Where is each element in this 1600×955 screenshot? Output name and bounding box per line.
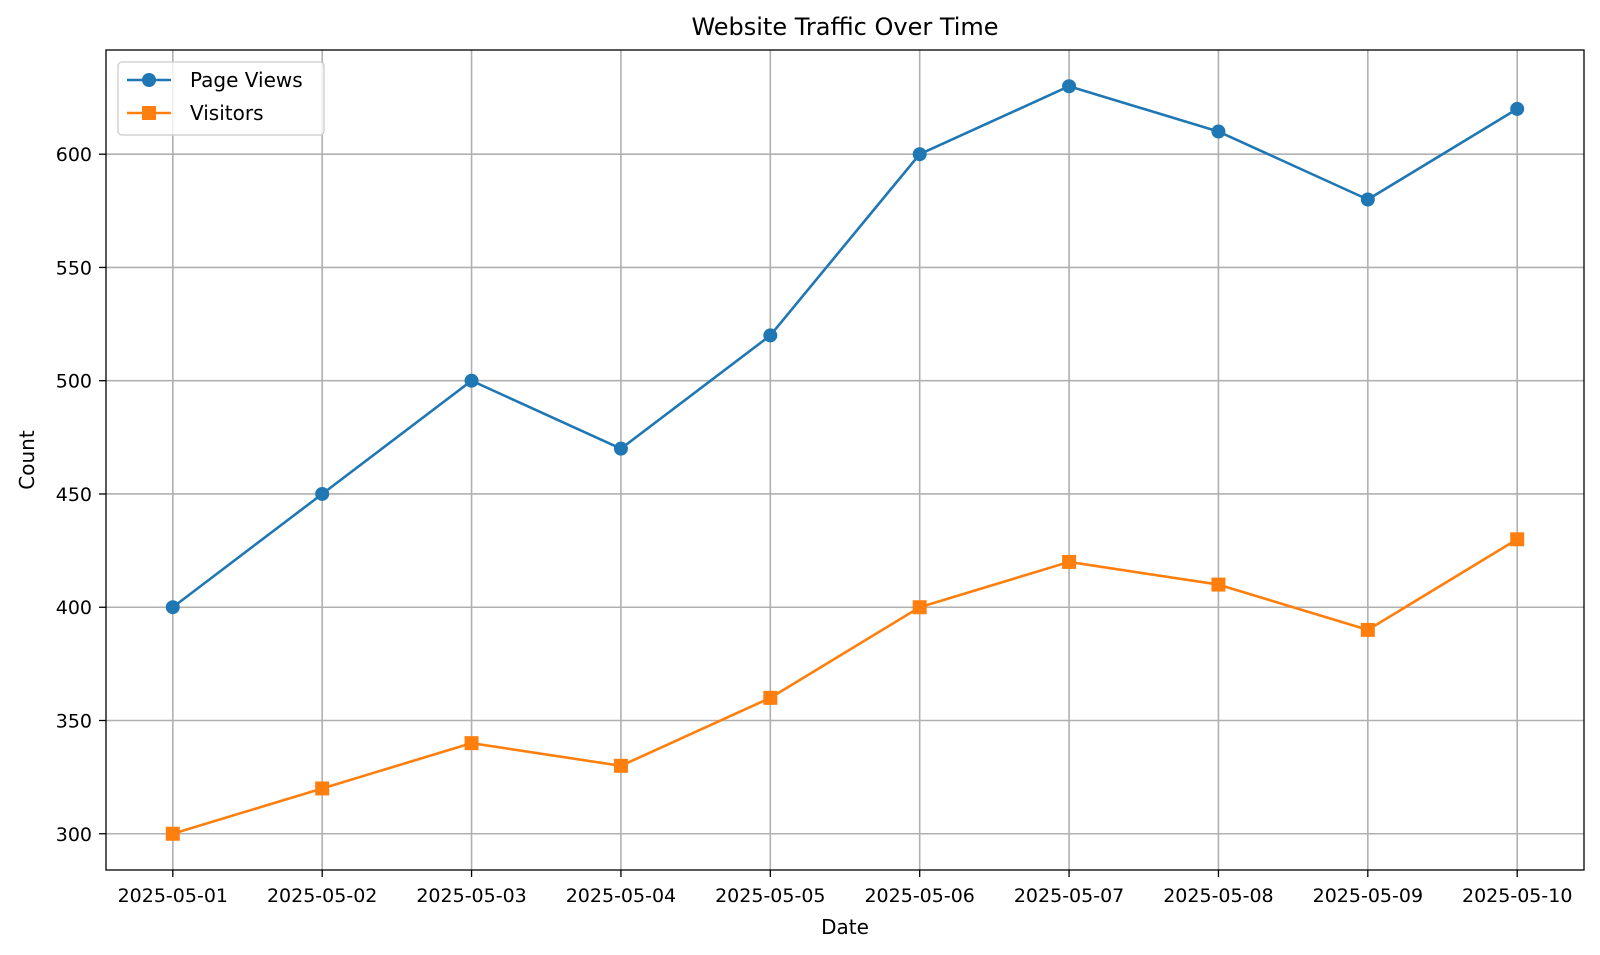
- data-point: [315, 486, 330, 501]
- data-point: [1510, 101, 1525, 116]
- series-line: [172, 538, 1518, 836]
- x-tick-label: 2025-05-02: [267, 885, 377, 907]
- y-tick-label: 400: [56, 597, 92, 619]
- x-axis-label: Date: [821, 915, 869, 939]
- data-point: [613, 441, 628, 456]
- series-layer: [165, 79, 1525, 841]
- data-point: [464, 373, 479, 388]
- data-point: [1211, 124, 1226, 139]
- y-tick-label: 300: [56, 824, 92, 846]
- data-point: [1211, 577, 1226, 592]
- data-point: [1360, 622, 1375, 637]
- data-point: [763, 690, 778, 705]
- series-visitors: [165, 532, 1525, 841]
- y-axis-label: Count: [15, 430, 39, 490]
- x-tick-label: 2025-05-06: [864, 885, 974, 907]
- x-tick-label: 2025-05-10: [1462, 885, 1572, 907]
- legend-entry: Page Views: [127, 68, 303, 92]
- y-tick-label: 500: [56, 371, 92, 393]
- data-point: [912, 600, 927, 615]
- x-tick-label: 2025-05-03: [416, 885, 526, 907]
- x-tick-label: 2025-05-01: [118, 885, 228, 907]
- x-tick-label: 2025-05-08: [1163, 885, 1273, 907]
- ticks: 2025-05-01 2025-05-02 2025-05-03 2025-05-04…: [56, 144, 1573, 907]
- chart-title: Website Traffic Over Time: [691, 13, 998, 41]
- data-point: [763, 328, 778, 343]
- y-tick-label: 600: [56, 144, 92, 166]
- y-tick-label: 450: [56, 484, 92, 506]
- data-point: [613, 758, 628, 773]
- data-point: [1360, 192, 1375, 207]
- data-point: [1062, 79, 1077, 94]
- data-point: [165, 826, 180, 841]
- legend-marker: [142, 106, 156, 120]
- y-tick-label: 550: [56, 257, 92, 279]
- x-tick-label: 2025-05-05: [715, 885, 825, 907]
- legend-label: Page Views: [190, 68, 303, 92]
- legend-marker: [142, 73, 156, 87]
- x-tick-label: 2025-05-09: [1313, 885, 1423, 907]
- data-point: [464, 736, 479, 751]
- legend-entry: Visitors: [127, 101, 264, 125]
- series-line: [172, 84, 1518, 609]
- legend-label: Visitors: [190, 101, 264, 125]
- grid: [106, 50, 1584, 870]
- legend: Page Views Visitors: [117, 61, 325, 136]
- data-point: [1510, 532, 1525, 547]
- data-point: [912, 147, 927, 162]
- y-tick-label: 350: [56, 710, 92, 732]
- data-point: [165, 600, 180, 615]
- x-tick-label: 2025-05-07: [1014, 885, 1124, 907]
- plot-frame: [105, 49, 1585, 871]
- data-point: [1062, 554, 1077, 569]
- series-page-views: [165, 79, 1525, 615]
- x-tick-label: 2025-05-04: [566, 885, 676, 907]
- data-point: [315, 781, 330, 796]
